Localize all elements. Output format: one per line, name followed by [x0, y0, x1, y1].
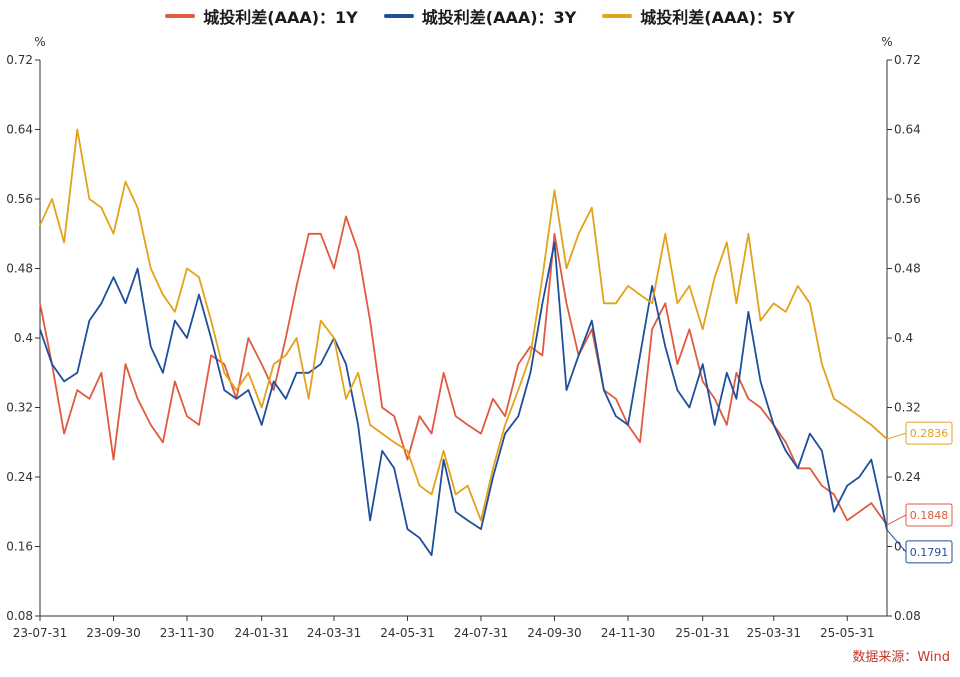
end-label-leader — [886, 432, 907, 440]
y-tick-label-left: 0.08 — [6, 609, 33, 623]
legend-swatch — [602, 14, 633, 18]
y-tick-label-left: 0.32 — [6, 401, 33, 415]
y-axis-label-right: % — [881, 35, 892, 49]
y-tick-label-right: 0.08 — [894, 609, 921, 623]
x-tick-label: 24-09-30 — [527, 626, 581, 640]
y-tick-label-right: 0.4 — [894, 331, 913, 345]
legend-label: 城投利差(AAA)：3Y — [421, 8, 577, 27]
y-tick-label-left: 0.48 — [6, 262, 33, 276]
y-tick-label-left: 0.16 — [6, 540, 33, 554]
end-value-label: 0.2836 — [910, 427, 949, 440]
end-value-label: 0.1791 — [910, 546, 949, 559]
legend-label: 城投利差(AAA)：5Y — [640, 8, 795, 27]
x-tick-label: 25-03-31 — [747, 626, 801, 640]
x-tick-label: 23-11-30 — [160, 626, 214, 640]
y-tick-label-right: 0.56 — [894, 192, 921, 206]
y-axis-label-left: % — [34, 35, 45, 49]
legend-swatch — [165, 14, 196, 18]
chart-legend: 城投利差(AAA)：1Y 城投利差(AAA)：3Y 城投利差(AAA)：5Y — [0, 4, 960, 28]
data-source-note: 数据来源：Wind — [852, 650, 950, 665]
y-tick-label-left: 0.56 — [6, 192, 33, 206]
legend-item-2[interactable]: 城投利差(AAA)：3Y — [383, 4, 577, 28]
end-value-box — [905, 540, 953, 564]
y-tick-label-right: 0.32 — [894, 401, 921, 415]
end-value-label: 0.1848 — [910, 509, 949, 522]
end-value-box — [905, 421, 953, 445]
legend-item-3[interactable]: 城投利差(AAA)：5Y — [602, 4, 795, 28]
end-label-leader — [886, 529, 907, 553]
legend-swatch — [383, 14, 414, 18]
x-tick-label: 24-05-31 — [380, 626, 434, 640]
legend-item-1[interactable]: 城投利差(AAA)：1Y — [165, 4, 358, 28]
y-tick-label-right: 0.48 — [894, 262, 921, 276]
series-line-3 — [39, 128, 888, 522]
x-tick-label: 24-03-31 — [307, 626, 361, 640]
x-tick-label: 23-07-31 — [13, 626, 67, 640]
y-tick-label-right: 0.72 — [894, 53, 921, 67]
y-tick-label-left: 0.4 — [14, 331, 33, 345]
x-tick-label: 25-05-31 — [820, 626, 874, 640]
x-tick-label: 23-09-30 — [86, 626, 140, 640]
y-tick-label-left: 0.72 — [6, 53, 33, 67]
end-label-leader — [886, 514, 907, 526]
series-line-2 — [39, 241, 888, 557]
legend-label: 城投利差(AAA)：1Y — [203, 8, 358, 27]
x-tick-label: 25-01-31 — [675, 626, 729, 640]
series-line-1 — [39, 215, 888, 526]
x-tick-label: 24-11-30 — [601, 626, 655, 640]
y-tick-label-right: 0.24 — [894, 470, 921, 484]
end-value-box — [905, 503, 953, 527]
y-tick-label-right: 0.64 — [894, 123, 921, 137]
y-tick-label-left: 0.24 — [6, 470, 33, 484]
x-tick-label: 24-01-31 — [234, 626, 288, 640]
x-tick-label: 24-07-31 — [454, 626, 508, 640]
y-tick-label-left: 0.64 — [6, 123, 33, 137]
